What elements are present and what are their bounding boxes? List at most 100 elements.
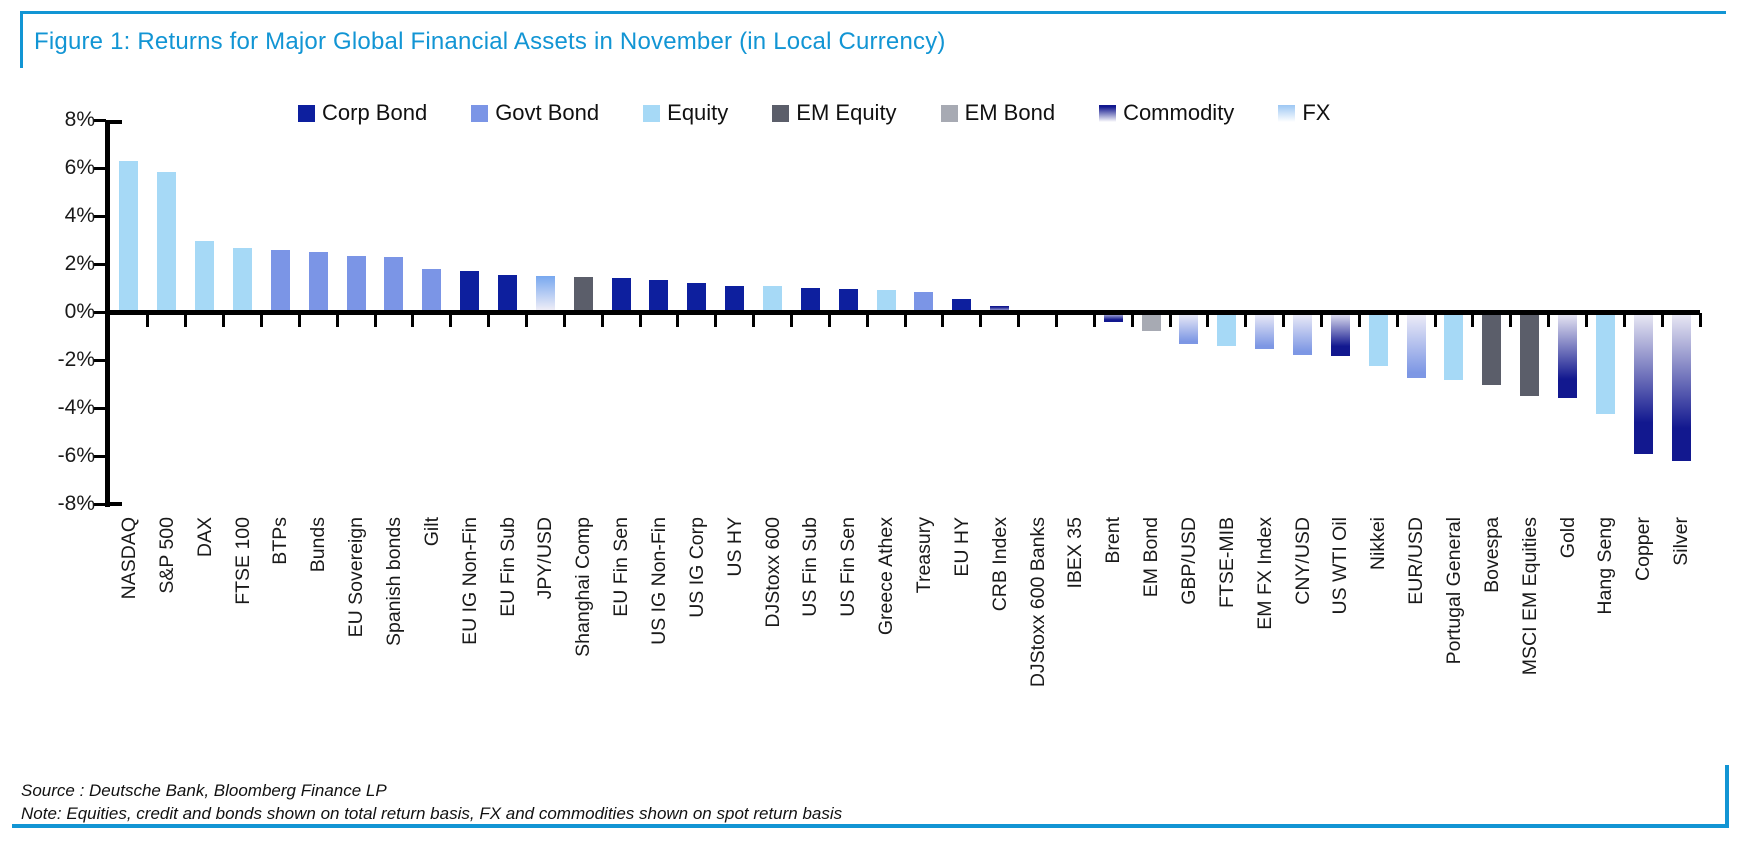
x-axis-tick bbox=[487, 313, 491, 327]
x-axis-tick bbox=[1584, 313, 1588, 327]
y-axis-tick bbox=[93, 310, 106, 314]
y-axis-bottom-tick bbox=[110, 502, 122, 506]
bar-jpy-usd bbox=[535, 276, 555, 312]
category-label-copper: Copper bbox=[1632, 517, 1655, 581]
category-label-eu-fin-sub: EU Fin Sub bbox=[496, 517, 519, 617]
category-label-gold: Gold bbox=[1556, 517, 1579, 559]
bar-crb-index bbox=[990, 306, 1010, 312]
legend-item-equity: Equity bbox=[643, 100, 728, 126]
y-axis-tick bbox=[93, 166, 106, 170]
category-label-em-fx-index: EM FX Index bbox=[1253, 517, 1276, 630]
x-axis-tick bbox=[524, 313, 528, 327]
figure-frame-top-line bbox=[20, 11, 1726, 14]
y-axis-tick bbox=[93, 502, 106, 506]
category-label-djstoxx-600: DJStoxx 600 bbox=[761, 517, 784, 628]
bar-s-p-500 bbox=[157, 171, 177, 312]
legend-swatch-corp_bond bbox=[298, 104, 315, 122]
x-axis-tick bbox=[146, 313, 150, 327]
plot-area: 8% 6% 4% 2% 0% -2% -4% -6% -8% bbox=[58, 108, 1702, 515]
category-label-gilt: Gilt bbox=[420, 517, 443, 547]
category-label-msci-em-equities: MSCI EM Equities bbox=[1518, 517, 1541, 676]
y-axis-label-2: -2% bbox=[57, 348, 95, 371]
x-axis-tick bbox=[1395, 313, 1399, 327]
category-label-djstoxx-600-banks: DJStoxx 600 Banks bbox=[1026, 517, 1049, 688]
category-label-eu-fin-sen: EU Fin Sen bbox=[610, 517, 633, 617]
x-axis-tick bbox=[1130, 313, 1134, 327]
x-axis-tick bbox=[1357, 313, 1361, 327]
legend-swatch-equity bbox=[643, 104, 661, 122]
bar-gold bbox=[1558, 312, 1577, 399]
x-axis-tick bbox=[1319, 313, 1323, 327]
bar-brent bbox=[1103, 312, 1123, 322]
bar-eu-fin-sen bbox=[611, 278, 631, 312]
figure-frame-bottom-line bbox=[12, 824, 1729, 828]
legend-swatch-govt_bond bbox=[471, 104, 489, 122]
x-axis-tick bbox=[1471, 313, 1475, 327]
category-label-brent: Brent bbox=[1102, 517, 1125, 564]
y-axis-label-4: 4% bbox=[64, 204, 95, 227]
y-axis-label-2: 2% bbox=[64, 252, 95, 275]
x-axis-tick bbox=[714, 313, 718, 327]
bar-ftse-mib bbox=[1217, 312, 1237, 346]
x-axis-tick bbox=[1054, 313, 1058, 327]
category-axis-labels: NASDAQ S&P 500 DAX FTSE 100 BTPs Bunds EU Sove… bbox=[110, 517, 1700, 712]
figure-title: Figure 1: Returns for Major Global Finan… bbox=[34, 28, 946, 55]
x-axis-tick bbox=[827, 313, 831, 327]
bar-us-fin-sub bbox=[800, 288, 820, 312]
legend-label-equity: Equity bbox=[667, 100, 729, 125]
category-label-spanish-bonds: Spanish bonds bbox=[382, 517, 405, 647]
bar-gbp-usd bbox=[1179, 312, 1199, 345]
category-label-ibex-35: IBEX 35 bbox=[1064, 517, 1087, 589]
note-text: Note: Equities, credit and bonds shown o… bbox=[21, 804, 843, 823]
bar-nikkei bbox=[1368, 312, 1388, 366]
x-axis-tick bbox=[600, 313, 604, 327]
bar-em-bond bbox=[1141, 312, 1161, 332]
category-label-us-ig-non-fin: US IG Non-Fin bbox=[647, 517, 670, 645]
bar-copper bbox=[1633, 312, 1653, 454]
x-axis-tick bbox=[411, 313, 415, 327]
category-label-ftse-mib: FTSE-MIB bbox=[1215, 517, 1238, 608]
x-axis-tick bbox=[941, 313, 945, 327]
figure-frame-title-left-line bbox=[20, 11, 23, 68]
category-label-btps: BTPs bbox=[269, 517, 292, 565]
category-label-eu-sovereign: EU Sovereign bbox=[345, 517, 368, 638]
category-label-cny-usd: CNY/USD bbox=[1291, 517, 1314, 605]
legend-label-govt_bond: Govt Bond bbox=[495, 100, 600, 125]
source-text: Source : Deutsche Bank, Bloomberg Financ… bbox=[21, 781, 387, 800]
x-axis-tick bbox=[1622, 313, 1626, 327]
x-axis-tick bbox=[1698, 313, 1702, 327]
legend-label-em_equity: EM Equity bbox=[796, 100, 897, 125]
category-label-ftse-100: FTSE 100 bbox=[231, 517, 254, 605]
figure-frame-right-line bbox=[1725, 765, 1729, 828]
category-label-treasury: Treasury bbox=[912, 517, 935, 594]
category-label-s-p-500: S&P 500 bbox=[155, 517, 178, 594]
x-axis-tick bbox=[373, 313, 377, 327]
bar-msci-em-equities bbox=[1520, 312, 1540, 396]
bar-dax bbox=[195, 241, 215, 312]
category-label-eu-hy: EU HY bbox=[950, 517, 973, 577]
bar-greece-athex bbox=[876, 290, 896, 312]
x-axis-tick bbox=[676, 313, 680, 327]
bar-djstoxx-600 bbox=[763, 285, 782, 312]
bar-eu-hy bbox=[952, 298, 972, 312]
category-label-eur-usd: EUR/USD bbox=[1405, 517, 1428, 605]
x-axis-tick bbox=[789, 313, 793, 327]
x-axis-tick bbox=[903, 313, 907, 327]
x-axis-tick bbox=[1017, 313, 1021, 327]
y-axis-tick bbox=[93, 358, 106, 362]
bar-hang-seng bbox=[1595, 312, 1615, 414]
legend-swatch-fx bbox=[1278, 104, 1296, 122]
bar-em-fx-index bbox=[1255, 312, 1275, 350]
x-axis-tick bbox=[297, 313, 301, 327]
y-axis-label-8: -8% bbox=[57, 492, 95, 515]
legend-label-fx: FX bbox=[1302, 100, 1331, 125]
y-axis-label-8: 8% bbox=[64, 108, 95, 131]
category-label-us-fin-sub: US Fin Sub bbox=[799, 517, 822, 617]
x-axis-tick bbox=[1509, 313, 1513, 327]
bar-silver bbox=[1671, 312, 1691, 461]
y-axis-label-6: 6% bbox=[64, 156, 95, 179]
category-label-crb-index: CRB Index bbox=[988, 517, 1011, 612]
category-label-us-fin-sen: US Fin Sen bbox=[837, 517, 860, 617]
legend-label-commodity: Commodity bbox=[1123, 100, 1235, 125]
